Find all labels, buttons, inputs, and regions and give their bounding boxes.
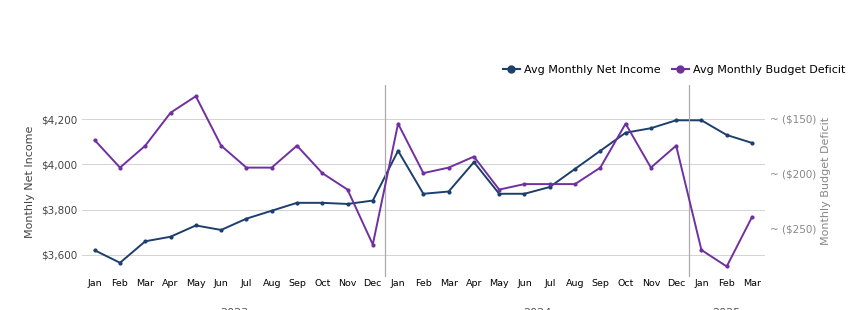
- Legend: Avg Monthly Net Income, Avg Monthly Budget Deficit: Avg Monthly Net Income, Avg Monthly Budg…: [499, 60, 850, 79]
- Text: 2025: 2025: [713, 308, 740, 310]
- Y-axis label: Monthly Budget Deficit: Monthly Budget Deficit: [822, 117, 831, 246]
- Text: 2023: 2023: [219, 308, 248, 310]
- Y-axis label: Monthly Net Income: Monthly Net Income: [25, 125, 35, 237]
- Text: Average Monthly Net Income and Budget Deficit: Average Monthly Net Income and Budget De…: [9, 18, 482, 36]
- Text: 2024: 2024: [523, 308, 551, 310]
